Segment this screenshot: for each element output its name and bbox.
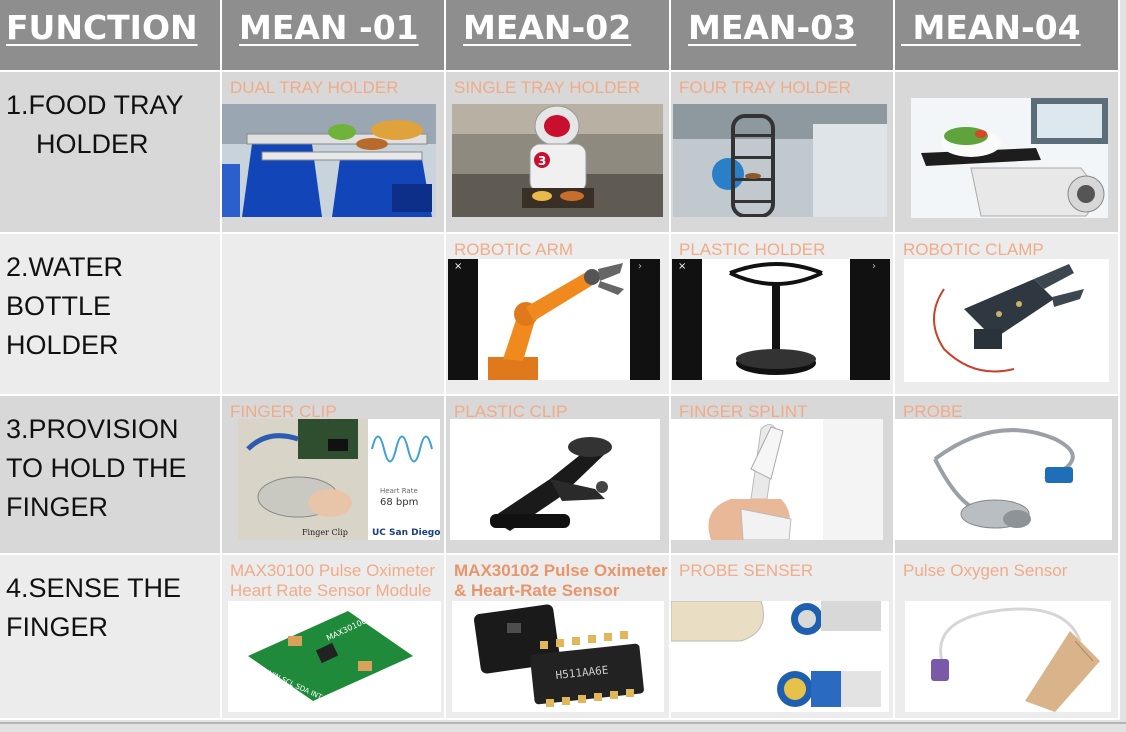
finger-clip-caption: Finger Clip — [302, 528, 348, 537]
chip-marking: H511AA6E — [555, 664, 609, 682]
label-plastic-holder: PLASTIC HOLDER — [679, 240, 826, 259]
label-max30100: MAX30100 Pulse Oximeter Heart Rate Senso… — [230, 561, 436, 600]
mean-cell: ROBOTIC ARM × › — [446, 234, 671, 396]
svg-text:›: › — [638, 261, 642, 272]
label-robotic-clamp: ROBOTIC CLAMP — [903, 240, 1044, 259]
mean-cell: FOUR TRAY HOLDER — [671, 72, 895, 234]
tray-clamp-image — [911, 98, 1108, 218]
header-mean-03-text: MEAN-03 — [688, 8, 857, 47]
header-function: FUNCTION — [0, 0, 222, 72]
mean-cell: DUAL TRAY HOLDER — [222, 72, 446, 234]
header-mean-01: MEAN -01 — [222, 0, 446, 72]
row-water-bottle: 2.WATER BOTTLE HOLDER ROBOTIC ARM × › — [0, 234, 1120, 396]
robotic-clamp-image — [904, 259, 1109, 382]
header-mean-02: MEAN-02 — [446, 0, 671, 72]
finger-clip-image: Heart Rate 68 bpm UC San Diego Finger Cl… — [238, 419, 440, 540]
bottom-rule — [0, 722, 1126, 724]
label-four-tray: FOUR TRAY HOLDER — [679, 78, 851, 97]
header-mean-03: MEAN-03 — [671, 0, 895, 72]
row-sense-finger: 4.SENSE THE FINGER MAX30100 Pulse Oximet… — [0, 555, 1120, 720]
label-probe-senser: PROBE SENSER — [679, 561, 814, 580]
row-hold-finger: 3.PROVISION TO HOLD THE FINGER FINGER CL… — [0, 396, 1120, 555]
mean-cell: MAX30100 Pulse Oximeter Heart Rate Senso… — [222, 555, 446, 720]
max30102-sensor-image: H511AA6E — [452, 601, 664, 712]
label-pulse-oxygen: Pulse Oxygen Sensor — [903, 561, 1068, 580]
mean-cell: PLASTIC CLIP — [446, 396, 671, 555]
svg-text:×: × — [678, 261, 686, 272]
mean-cell: PLASTIC HOLDER × › — [671, 234, 895, 396]
label-plastic-clip: PLASTIC CLIP — [454, 402, 568, 421]
header-mean-02-text: MEAN-02 — [463, 8, 632, 47]
pulse-oxygen-sensor-image — [905, 601, 1111, 712]
probe-senser-image — [671, 601, 889, 712]
dual-tray-robot-image — [222, 104, 436, 217]
max30100-module-image: MAX30100 VIN SCL SDA INT IRD RD GND — [228, 601, 441, 712]
mean-cell: ROBOTIC CLAMP — [895, 234, 1120, 396]
mean-cell-empty — [222, 234, 446, 396]
label-max30102: MAX30102 Pulse Oximeter & Heart-Rate Sen… — [454, 561, 668, 600]
bpm-value: 68 bpm — [380, 497, 418, 508]
label-finger-splint: FINGER SPLINT — [679, 402, 808, 421]
header-function-text: FUNCTION — [6, 8, 198, 47]
label-finger-clip: FINGER CLIP — [230, 402, 337, 421]
function-cell: 1.FOOD TRAY HOLDER — [0, 72, 222, 234]
mean-cell: MAX30102 Pulse Oximeter & Heart-Rate Sen… — [446, 555, 671, 720]
mean-cell: SINGLE TRAY HOLDER 3 — [446, 72, 671, 234]
heart-rate-label: Heart Rate — [380, 487, 418, 495]
function-hold-finger: 3.PROVISION TO HOLD THE FINGER — [6, 414, 187, 522]
mean-cell: PROBE — [895, 396, 1120, 555]
label-dual-tray: DUAL TRAY HOLDER — [230, 78, 399, 97]
mean-cell: FINGER CLIP Heart Rate 68 bpm UC San Die… — [222, 396, 446, 555]
label-single-tray: SINGLE TRAY HOLDER — [454, 78, 641, 97]
header-mean-04-text: MEAN-04 — [901, 8, 1081, 47]
morphological-table: FUNCTION MEAN -01 MEAN-02 MEAN-03 MEAN-0… — [0, 0, 1120, 720]
uc-logo-text: UC San Diego — [372, 528, 440, 538]
plastic-holder-image: × › — [672, 259, 890, 380]
function-sense-finger: 4.SENSE THE FINGER — [6, 573, 182, 642]
row-food-tray: 1.FOOD TRAY HOLDER DUAL TRAY HOLDER — [0, 72, 1120, 234]
mean-cell: FINGER SPLINT — [671, 396, 895, 555]
label-probe: PROBE — [903, 402, 963, 421]
function-food-tray: 1.FOOD TRAY HOLDER — [6, 90, 184, 159]
header-mean-01-text: MEAN -01 — [239, 8, 419, 47]
header-row: FUNCTION MEAN -01 MEAN-02 MEAN-03 MEAN-0… — [0, 0, 1120, 72]
function-water-bottle: 2.WATER BOTTLE HOLDER — [6, 252, 124, 360]
header-mean-04: MEAN-04 — [895, 0, 1120, 72]
robotic-arm-image: × › — [448, 259, 660, 380]
plastic-clip-image — [450, 419, 660, 540]
function-cell: 3.PROVISION TO HOLD THE FINGER — [0, 396, 222, 555]
probe-image — [895, 419, 1112, 540]
function-cell: 2.WATER BOTTLE HOLDER — [0, 234, 222, 396]
function-cell: 4.SENSE THE FINGER — [0, 555, 222, 720]
four-tray-robot-image — [673, 104, 887, 217]
single-tray-robot-image: 3 — [452, 104, 663, 217]
svg-text:›: › — [872, 261, 876, 272]
mean-cell — [895, 72, 1120, 234]
mean-cell: Pulse Oxygen Sensor — [895, 555, 1120, 720]
svg-text:×: × — [454, 261, 462, 272]
label-robotic-arm: ROBOTIC ARM — [454, 240, 574, 259]
mean-cell: PROBE SENSER — [671, 555, 895, 720]
robot-badge-text: 3 — [538, 154, 546, 168]
finger-splint-image — [671, 419, 883, 540]
